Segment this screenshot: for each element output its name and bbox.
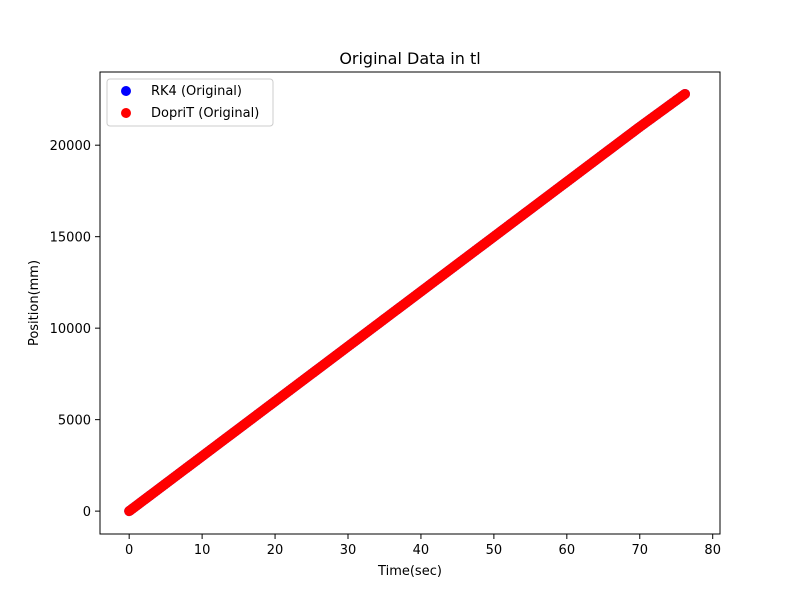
x-tick-label: 20 bbox=[267, 543, 284, 558]
plot-frame bbox=[99, 71, 721, 535]
x-tick-label: 40 bbox=[413, 543, 430, 558]
x-tick-label: 50 bbox=[486, 543, 503, 558]
legend-marker-dopri bbox=[121, 108, 131, 118]
x-tick-label: 60 bbox=[559, 543, 576, 558]
legend-box bbox=[106, 78, 274, 127]
legend: RK4 (Original) DopriT (Original) bbox=[106, 78, 274, 127]
x-tick-label: 30 bbox=[340, 543, 357, 558]
y-tick-label: 0 bbox=[83, 505, 91, 520]
y-tick-label: 15000 bbox=[50, 231, 91, 246]
data-points bbox=[124, 88, 690, 517]
legend-marker-rk4 bbox=[121, 86, 131, 96]
chart-title: Original Data in tl bbox=[339, 49, 480, 68]
x-tick-label: 70 bbox=[631, 543, 648, 558]
y-tick-label: 20000 bbox=[50, 139, 91, 154]
y-tick-label: 10000 bbox=[50, 322, 91, 337]
x-tick-label: 0 bbox=[125, 543, 133, 558]
legend-label-dopri: DopriT (Original) bbox=[151, 106, 259, 121]
x-axis-label: Time(sec) bbox=[377, 564, 442, 579]
data-point-dopri bbox=[679, 88, 690, 99]
x-tick-label: 10 bbox=[194, 543, 211, 558]
x-axis: 0 10 20 30 40 50 60 70 80 bbox=[125, 534, 721, 558]
x-tick-label: 80 bbox=[704, 543, 721, 558]
y-axis: 0 5000 10000 15000 20000 bbox=[50, 139, 100, 520]
y-tick-label: 5000 bbox=[58, 414, 91, 429]
legend-label-rk4: RK4 (Original) bbox=[151, 84, 242, 99]
y-axis-label: Position(mm) bbox=[27, 260, 42, 346]
